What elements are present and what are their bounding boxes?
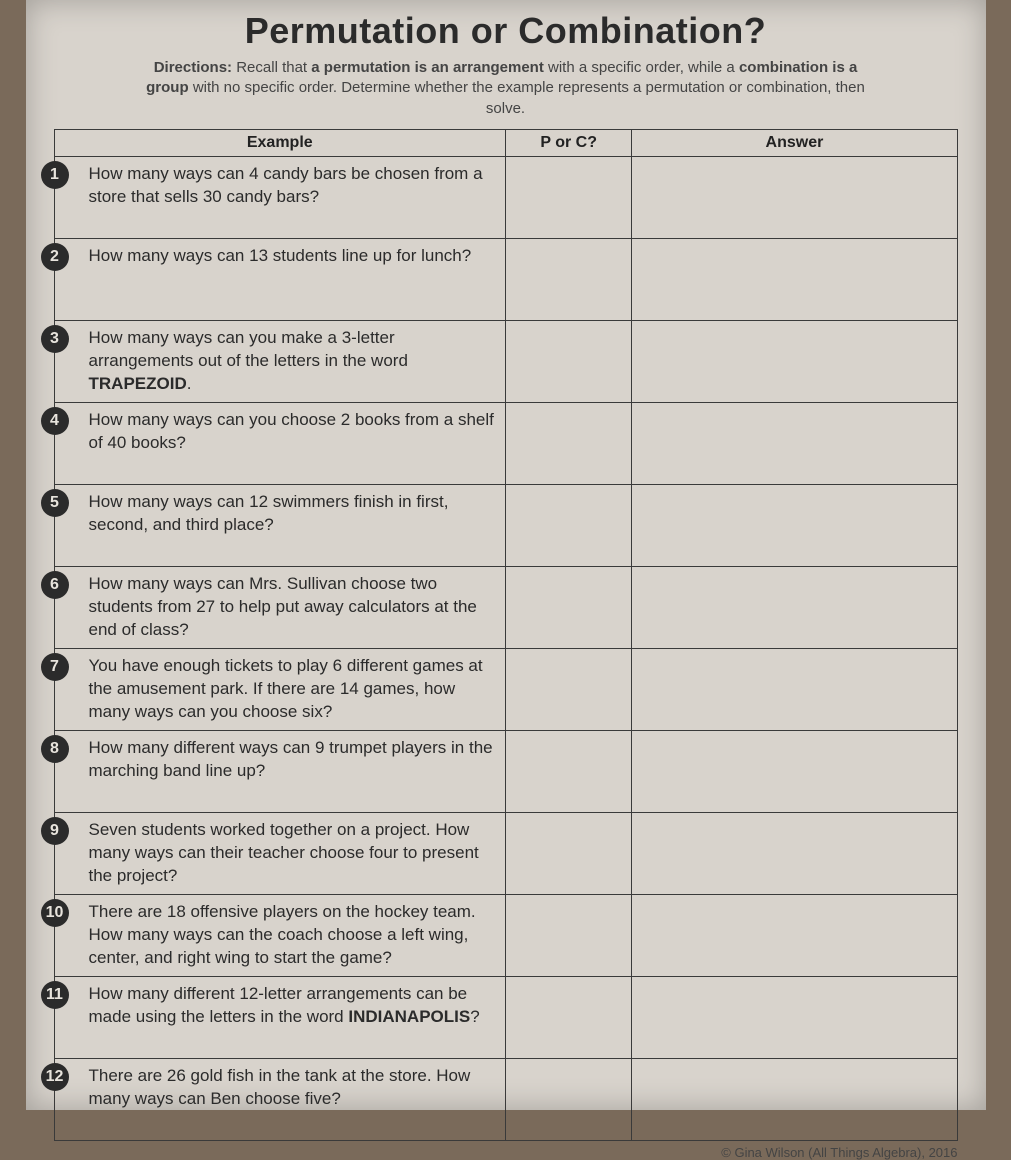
question-number-badge: 4 <box>41 407 69 435</box>
question-number-badge: 9 <box>41 817 69 845</box>
question-text: Seven students worked together on a proj… <box>89 820 479 885</box>
question-text-after: ? <box>470 1007 479 1026</box>
question-text: How many ways can 4 candy bars be chosen… <box>89 164 483 206</box>
answer-cell <box>632 648 957 730</box>
example-cell: 2How many ways can 13 students line up f… <box>54 238 506 320</box>
question-text: How many ways can 13 students line up fo… <box>89 246 472 265</box>
answer-cell <box>632 402 957 484</box>
question-text: How many different ways can 9 trumpet pl… <box>89 738 493 780</box>
page-title: Permutation or Combination? <box>54 10 958 52</box>
example-cell: 8How many different ways can 9 trumpet p… <box>54 730 506 812</box>
question-text: How many ways can Mrs. Sullivan choose t… <box>89 574 477 639</box>
header-porc: P or C? <box>506 129 632 156</box>
porc-cell <box>506 402 632 484</box>
porc-cell <box>506 484 632 566</box>
answer-cell <box>632 566 957 648</box>
porc-cell <box>506 238 632 320</box>
table-row: 1How many ways can 4 candy bars be chose… <box>54 156 957 238</box>
example-cell: 7You have enough tickets to play 6 diffe… <box>54 648 506 730</box>
porc-cell <box>506 976 632 1058</box>
table-row: 6How many ways can Mrs. Sullivan choose … <box>54 566 957 648</box>
example-cell: 3How many ways can you make a 3-letter a… <box>54 320 506 402</box>
porc-cell <box>506 566 632 648</box>
porc-cell <box>506 648 632 730</box>
answer-cell <box>632 156 957 238</box>
question-text: There are 26 gold fish in the tank at th… <box>89 1066 471 1108</box>
header-example: Example <box>54 129 506 156</box>
table-row: 10There are 18 offensive players on the … <box>54 894 957 976</box>
answer-cell <box>632 238 957 320</box>
question-number-badge: 7 <box>41 653 69 681</box>
question-number-badge: 10 <box>41 899 69 927</box>
directions-strong1: a permutation is an arrangement <box>311 59 544 76</box>
question-number-badge: 6 <box>41 571 69 599</box>
answer-cell <box>632 484 957 566</box>
worksheet-table: Example P or C? Answer 1How many ways ca… <box>54 129 958 1141</box>
question-text: There are 18 offensive players on the ho… <box>89 902 476 967</box>
answer-cell <box>632 812 957 894</box>
porc-cell <box>506 894 632 976</box>
example-cell: 6How many ways can Mrs. Sullivan choose … <box>54 566 506 648</box>
question-text: How many ways can you choose 2 books fro… <box>89 410 494 452</box>
question-text: How many ways can 12 swimmers finish in … <box>89 492 449 534</box>
example-cell: 5How many ways can 12 swimmers finish in… <box>54 484 506 566</box>
question-number-badge: 2 <box>41 243 69 271</box>
table-header-row: Example P or C? Answer <box>54 129 957 156</box>
porc-cell <box>506 730 632 812</box>
answer-cell <box>632 976 957 1058</box>
example-cell: 9Seven students worked together on a pro… <box>54 812 506 894</box>
table-row: 12There are 26 gold fish in the tank at … <box>54 1058 957 1140</box>
answer-cell <box>632 730 957 812</box>
table-row: 7You have enough tickets to play 6 diffe… <box>54 648 957 730</box>
question-number-badge: 12 <box>41 1063 69 1091</box>
directions-label: Directions: <box>154 59 232 76</box>
copyright-text: © Gina Wilson (All Things Algebra), 2016 <box>54 1145 958 1160</box>
porc-cell <box>506 320 632 402</box>
example-cell: 12There are 26 gold fish in the tank at … <box>54 1058 506 1140</box>
directions-part3: with no specific order. Determine whethe… <box>193 79 865 116</box>
example-cell: 1How many ways can 4 candy bars be chose… <box>54 156 506 238</box>
table-row: 5How many ways can 12 swimmers finish in… <box>54 484 957 566</box>
question-keyword: INDIANAPOLIS <box>348 1007 470 1026</box>
directions-part1: Recall that <box>236 59 307 76</box>
question-number-badge: 8 <box>41 735 69 763</box>
worksheet-paper: Permutation or Combination? Directions: … <box>26 0 986 1110</box>
question-number-badge: 3 <box>41 325 69 353</box>
table-row: 3How many ways can you make a 3-letter a… <box>54 320 957 402</box>
answer-cell <box>632 894 957 976</box>
question-text: How many ways can you make a 3-letter ar… <box>89 328 408 370</box>
question-text: You have enough tickets to play 6 differ… <box>89 656 483 721</box>
porc-cell <box>506 812 632 894</box>
answer-cell <box>632 1058 957 1140</box>
example-cell: 11How many different 12-letter arrangeme… <box>54 976 506 1058</box>
header-answer: Answer <box>632 129 957 156</box>
table-row: 9Seven students worked together on a pro… <box>54 812 957 894</box>
table-row: 4How many ways can you choose 2 books fr… <box>54 402 957 484</box>
example-cell: 10There are 18 offensive players on the … <box>54 894 506 976</box>
porc-cell <box>506 1058 632 1140</box>
question-number-badge: 1 <box>41 161 69 189</box>
answer-cell <box>632 320 957 402</box>
directions-part2: with a specific order, while a <box>548 59 735 76</box>
table-row: 2How many ways can 13 students line up f… <box>54 238 957 320</box>
directions-text: Directions: Recall that a permutation is… <box>146 58 866 119</box>
table-row: 11How many different 12-letter arrangeme… <box>54 976 957 1058</box>
question-keyword: TRAPEZOID <box>89 374 187 393</box>
question-number-badge: 5 <box>41 489 69 517</box>
porc-cell <box>506 156 632 238</box>
question-text-after: . <box>187 374 192 393</box>
example-cell: 4How many ways can you choose 2 books fr… <box>54 402 506 484</box>
table-row: 8How many different ways can 9 trumpet p… <box>54 730 957 812</box>
question-number-badge: 11 <box>41 981 69 1009</box>
